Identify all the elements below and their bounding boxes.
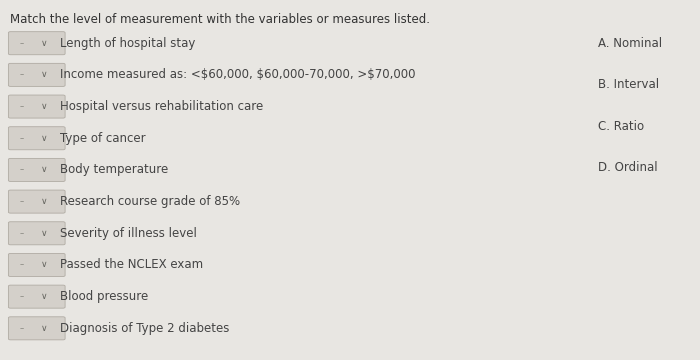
Text: C. Ratio: C. Ratio — [598, 120, 645, 132]
Text: Body temperature: Body temperature — [60, 163, 168, 176]
Text: –: – — [20, 39, 25, 48]
Text: –: – — [20, 324, 25, 333]
Text: ∨: ∨ — [41, 134, 48, 143]
Text: –: – — [20, 71, 25, 79]
FancyBboxPatch shape — [8, 127, 65, 150]
Text: Length of hospital stay: Length of hospital stay — [60, 37, 195, 50]
Text: Income measured as: <$60,000, $60,000-70,000, >$70,000: Income measured as: <$60,000, $60,000-70… — [60, 68, 415, 81]
Text: ∨: ∨ — [41, 102, 48, 111]
Text: Type of cancer: Type of cancer — [60, 132, 145, 145]
Text: ∨: ∨ — [41, 324, 48, 333]
FancyBboxPatch shape — [8, 63, 65, 86]
FancyBboxPatch shape — [8, 32, 65, 55]
Text: B. Interval: B. Interval — [598, 78, 659, 91]
Text: Hospital versus rehabilitation care: Hospital versus rehabilitation care — [60, 100, 262, 113]
Text: D. Ordinal: D. Ordinal — [598, 161, 658, 174]
Text: ∨: ∨ — [41, 71, 48, 79]
Text: Diagnosis of Type 2 diabetes: Diagnosis of Type 2 diabetes — [60, 322, 229, 335]
Text: –: – — [20, 134, 25, 143]
Text: Research course grade of 85%: Research course grade of 85% — [60, 195, 239, 208]
FancyBboxPatch shape — [8, 222, 65, 245]
Text: –: – — [20, 197, 25, 206]
Text: ∨: ∨ — [41, 229, 48, 238]
FancyBboxPatch shape — [8, 190, 65, 213]
Text: ∨: ∨ — [41, 39, 48, 48]
Text: ∨: ∨ — [41, 165, 48, 174]
FancyBboxPatch shape — [8, 158, 65, 181]
Text: –: – — [20, 229, 25, 238]
Text: ∨: ∨ — [41, 292, 48, 301]
Text: Blood pressure: Blood pressure — [60, 290, 148, 303]
FancyBboxPatch shape — [8, 253, 65, 276]
FancyBboxPatch shape — [8, 285, 65, 308]
Text: A. Nominal: A. Nominal — [598, 37, 663, 50]
Text: ∨: ∨ — [41, 197, 48, 206]
Text: ∨: ∨ — [41, 261, 48, 269]
Text: –: – — [20, 292, 25, 301]
Text: Match the level of measurement with the variables or measures listed.: Match the level of measurement with the … — [10, 13, 430, 26]
FancyBboxPatch shape — [8, 95, 65, 118]
Text: Passed the NCLEX exam: Passed the NCLEX exam — [60, 258, 202, 271]
Text: –: – — [20, 165, 25, 174]
FancyBboxPatch shape — [8, 317, 65, 340]
Text: –: – — [20, 261, 25, 269]
Text: Severity of illness level: Severity of illness level — [60, 227, 197, 240]
Text: –: – — [20, 102, 25, 111]
